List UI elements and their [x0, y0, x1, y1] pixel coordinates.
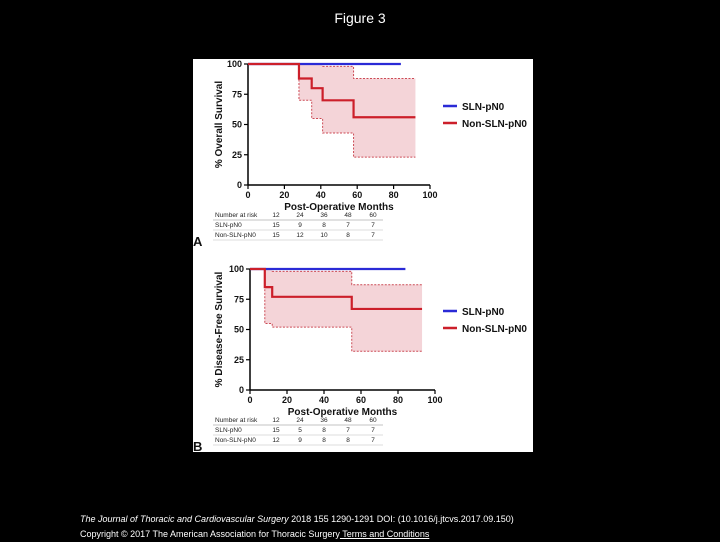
- x-tick-label: 0: [247, 395, 252, 405]
- chart-panel-a: 0 25 50 75 100 0 20 40 60 80 100 Post-Operative Mon…: [193, 59, 527, 249]
- legend-label: SLN-pN0: [462, 307, 505, 318]
- y-tick-label: 50: [234, 325, 244, 335]
- risk-table-cell: 5: [298, 427, 302, 434]
- citation-line: The Journal of Thoracic and Cardiovascul…: [80, 512, 514, 527]
- risk-table-cell: Non-SLN-pN0: [215, 437, 256, 444]
- risk-table-header-cell: Number at risk: [215, 417, 258, 424]
- ci-band-fill: [248, 64, 416, 158]
- risk-table-cell: 12: [296, 232, 304, 239]
- x-tick-label: 100: [422, 190, 437, 200]
- risk-table-cell: 15: [272, 232, 280, 239]
- risk-table-header-cell: 12: [272, 212, 280, 219]
- risk-table-cell: 7: [371, 232, 375, 239]
- y-tick-label: 100: [229, 264, 244, 274]
- figure-panel: 0 25 50 75 100 0 20 40 60 80 100 Post-Operative Mon…: [193, 59, 533, 452]
- risk-table-cell: 10: [320, 232, 328, 239]
- risk-table-cell: 8: [322, 437, 326, 444]
- page-title: Figure 3: [334, 10, 386, 26]
- citation-footer: The Journal of Thoracic and Cardiovascul…: [80, 512, 514, 542]
- x-tick-label: 0: [245, 190, 250, 200]
- risk-table-cell: 7: [371, 427, 375, 434]
- y-tick-label: 50: [232, 120, 242, 130]
- y-tick-label: 100: [227, 59, 242, 69]
- risk-table-cell: Non-SLN-pN0: [215, 232, 256, 239]
- x-tick-label: 20: [279, 190, 289, 200]
- risk-table-cell: 8: [322, 427, 326, 434]
- risk-table-header-cell: Number at risk: [215, 212, 258, 219]
- risk-table-cell: 7: [371, 437, 375, 444]
- x-tick-label: 80: [389, 190, 399, 200]
- terms-link[interactable]: Terms and Conditions: [339, 529, 430, 539]
- ci-lower-bound: [248, 63, 416, 158]
- risk-table-cell: 12: [272, 437, 280, 444]
- risk-table-cell: 15: [272, 222, 280, 229]
- legend-label: SLN-pN0: [462, 102, 505, 113]
- y-tick-label: 0: [239, 385, 244, 395]
- y-tick-label: 25: [234, 355, 244, 365]
- y-axis-title: % Overall Survival: [214, 81, 225, 168]
- risk-table-cell: 9: [298, 437, 302, 444]
- x-axis-title: Post-Operative Months: [288, 407, 398, 418]
- risk-table-header-cell: 36: [320, 417, 328, 424]
- legend-label: Non-SLN-pN0: [462, 119, 527, 130]
- legend-label: Non-SLN-pN0: [462, 324, 527, 335]
- risk-table-cell: 7: [371, 222, 375, 229]
- x-tick-label: 60: [352, 190, 362, 200]
- risk-table-header-cell: 24: [296, 212, 304, 219]
- ci-lower-bound: [250, 268, 423, 352]
- x-tick-label: 80: [393, 395, 403, 405]
- citation-text: 2018 155 1290-1291 DOI: (10.1016/j.jtcvs…: [288, 514, 514, 524]
- journal-name: The Journal of Thoracic and Cardiovascul…: [80, 514, 289, 524]
- copyright-line: Copyright © 2017 The American Associatio…: [80, 527, 514, 542]
- risk-table-header-cell: 36: [320, 212, 328, 219]
- series-line-non-sln-pn0: [248, 62, 416, 119]
- risk-table-cell: 8: [322, 222, 326, 229]
- risk-table-cell: SLN-pN0: [215, 427, 242, 434]
- risk-table-header-cell: 24: [296, 417, 304, 424]
- risk-table-cell: 7: [346, 427, 350, 434]
- risk-table-cell: 15: [272, 427, 280, 434]
- x-tick-label: 100: [427, 395, 442, 405]
- panel-letter: A: [193, 234, 203, 249]
- risk-table-cell: 7: [346, 222, 350, 229]
- risk-table-cell: 8: [346, 437, 350, 444]
- series-line-non-sln-pn0: [250, 267, 423, 311]
- panel-letter: B: [193, 439, 202, 452]
- x-axis-title: Post-Operative Months: [284, 202, 394, 213]
- risk-table-header-cell: 48: [344, 417, 352, 424]
- risk-table-header-cell: 12: [272, 417, 280, 424]
- x-tick-label: 60: [356, 395, 366, 405]
- x-tick-label: 20: [282, 395, 292, 405]
- risk-table-header-cell: 48: [344, 212, 352, 219]
- copyright-text: Copyright © 2017 The American Associatio…: [80, 529, 340, 539]
- x-tick-label: 40: [319, 395, 329, 405]
- risk-table-cell: 8: [346, 232, 350, 239]
- ci-band-fill: [250, 269, 423, 352]
- y-tick-label: 25: [232, 150, 242, 160]
- risk-table-header-cell: 60: [369, 417, 377, 424]
- y-axis-title: % Disease-Free Survival: [214, 271, 225, 387]
- risk-table-header-cell: 60: [369, 212, 377, 219]
- risk-table-cell: 9: [298, 222, 302, 229]
- x-tick-label: 40: [316, 190, 326, 200]
- y-tick-label: 75: [234, 294, 244, 304]
- risk-table-cell: SLN-pN0: [215, 222, 242, 229]
- y-tick-label: 75: [232, 89, 242, 99]
- y-tick-label: 0: [237, 180, 242, 190]
